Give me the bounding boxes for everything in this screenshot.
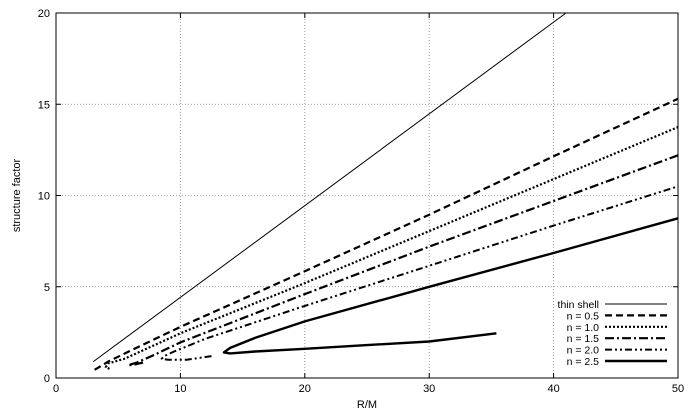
x-tick-label: 10 bbox=[174, 383, 186, 395]
x-tick-label: 40 bbox=[547, 383, 559, 395]
axis-ticks: 0 10 20 30 40 50 0 5 10 15 20 bbox=[38, 8, 684, 395]
series-line-4 bbox=[160, 185, 679, 361]
x-axis-label: R/M bbox=[357, 399, 377, 411]
series-line-3 bbox=[127, 154, 679, 367]
series-line-0 bbox=[93, 12, 567, 363]
legend-label: n = 2.5 bbox=[567, 356, 600, 368]
series-line-5 bbox=[222, 217, 679, 355]
legend-label: n = 2.0 bbox=[567, 345, 600, 357]
x-tick-label: 30 bbox=[423, 383, 435, 395]
y-tick-label: 15 bbox=[38, 99, 50, 111]
x-tick-label: 50 bbox=[672, 383, 684, 395]
legend-label: n = 0.5 bbox=[567, 310, 600, 322]
grid bbox=[56, 13, 678, 378]
legend-label: n = 1.0 bbox=[567, 322, 600, 334]
y-tick-label: 0 bbox=[44, 373, 50, 385]
y-axis-label: structure factor bbox=[11, 158, 23, 232]
legend-label: thin shell bbox=[558, 299, 599, 311]
x-tick-label: 0 bbox=[53, 383, 59, 395]
y-tick-label: 10 bbox=[38, 191, 50, 203]
series-line-2 bbox=[104, 126, 679, 370]
legend-label: n = 1.5 bbox=[567, 333, 600, 345]
y-tick-label: 5 bbox=[44, 282, 50, 294]
y-tick-label: 20 bbox=[38, 8, 50, 20]
series-layer bbox=[93, 12, 679, 371]
x-tick-label: 20 bbox=[299, 383, 311, 395]
